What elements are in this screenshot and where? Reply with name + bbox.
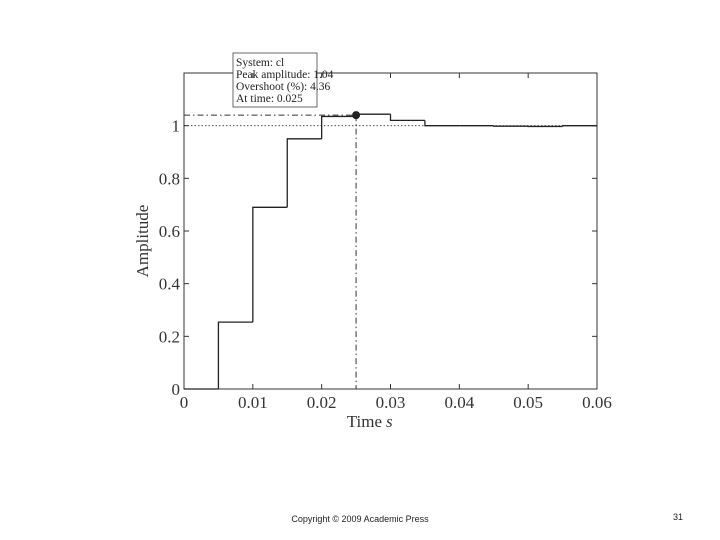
step-segment bbox=[424, 120, 460, 127]
x-tick-label: 0 bbox=[180, 393, 189, 412]
x-axis-label: Time bbox=[347, 412, 382, 431]
step-segment bbox=[252, 206, 288, 323]
step-segment bbox=[493, 125, 529, 127]
axes: Amplitude Time s 0 0.01 0.02 0.03 0.04 0.05 0.… bbox=[133, 117, 612, 431]
x-tick-label: 0.04 bbox=[444, 393, 474, 412]
y-tick-label: 1 bbox=[172, 117, 181, 136]
y-tick-label: 0.8 bbox=[159, 169, 180, 188]
y-tick-label: 0.2 bbox=[159, 327, 180, 346]
peak-marker bbox=[352, 111, 361, 120]
step-segment bbox=[389, 114, 425, 122]
annotation-line: Overshoot (%): 4.36 bbox=[236, 81, 330, 93]
step-segment bbox=[286, 138, 322, 208]
annotation-box bbox=[232, 52, 318, 108]
page-number: 31 bbox=[673, 512, 683, 522]
x-axis-unit: s bbox=[386, 412, 393, 431]
annotation-line: Peak amplitude: 1.04 bbox=[236, 69, 334, 81]
step-segment bbox=[321, 115, 357, 139]
step-segment bbox=[355, 113, 391, 117]
y-tick-label: 0.6 bbox=[159, 222, 180, 241]
copyright: Copyright © 2009 Academic Press bbox=[291, 514, 429, 524]
y-axis-label: Amplitude bbox=[133, 205, 152, 278]
x-tick-label: 0.01 bbox=[238, 393, 268, 412]
x-tick-label: 0.03 bbox=[376, 393, 406, 412]
x-tick-label: 0.05 bbox=[513, 393, 543, 412]
annotation-line: System: cl bbox=[236, 57, 284, 69]
x-tick-label: 0.02 bbox=[307, 393, 337, 412]
step-segment bbox=[561, 125, 597, 127]
annotation-line: At time: 0.025 bbox=[236, 93, 303, 105]
step-segment bbox=[217, 321, 253, 389]
y-tick-label: 0 bbox=[172, 380, 181, 399]
y-tick-label: 0.4 bbox=[159, 275, 181, 294]
x-tick-label: 0.06 bbox=[582, 393, 612, 412]
